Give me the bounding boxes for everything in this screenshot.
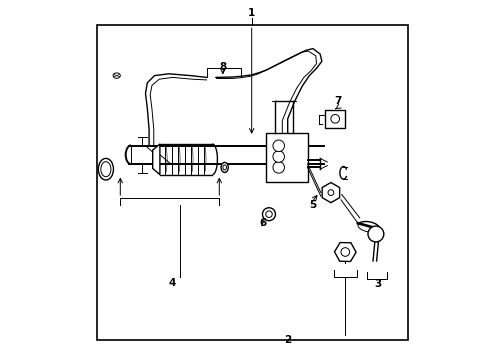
Text: 7: 7 — [334, 96, 341, 106]
Text: 1: 1 — [247, 8, 255, 18]
Circle shape — [272, 151, 284, 162]
Circle shape — [272, 162, 284, 173]
Circle shape — [340, 248, 349, 256]
Text: 3: 3 — [373, 279, 381, 289]
Text: 6: 6 — [258, 218, 265, 228]
Circle shape — [327, 190, 333, 195]
Circle shape — [265, 211, 272, 217]
Ellipse shape — [221, 162, 228, 172]
FancyBboxPatch shape — [265, 133, 307, 182]
Polygon shape — [152, 144, 160, 175]
Text: 8: 8 — [219, 62, 226, 72]
Ellipse shape — [223, 165, 226, 170]
Bar — [325, 110, 345, 128]
Ellipse shape — [113, 73, 120, 78]
Text: 2: 2 — [284, 335, 291, 345]
Circle shape — [367, 226, 383, 242]
Text: 5: 5 — [308, 200, 316, 210]
Circle shape — [272, 140, 284, 152]
Text: 4: 4 — [168, 278, 176, 288]
Ellipse shape — [98, 158, 113, 180]
Circle shape — [262, 208, 275, 221]
Ellipse shape — [101, 162, 111, 177]
Bar — [97, 25, 407, 340]
Circle shape — [330, 114, 339, 123]
